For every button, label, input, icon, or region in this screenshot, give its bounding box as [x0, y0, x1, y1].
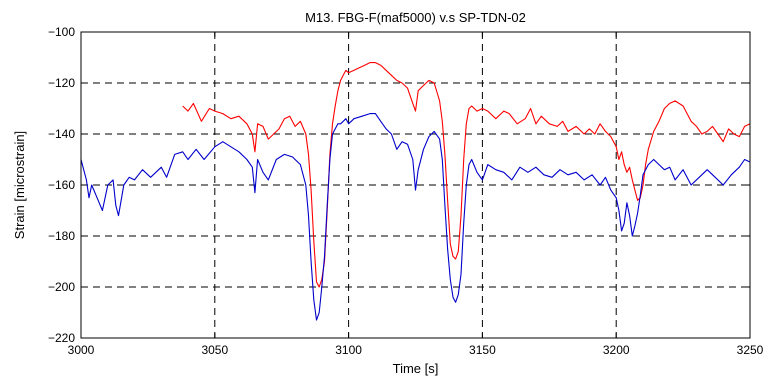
series-line-1: [182, 62, 751, 288]
x-tick-label: 3150: [469, 343, 496, 357]
series-line-2: [80, 113, 751, 321]
y-tick-label: −200: [48, 280, 75, 294]
x-tick-label: 3050: [201, 343, 228, 357]
series-layer: [80, 62, 751, 321]
y-tick-label: −220: [48, 331, 75, 345]
x-tick-label: 3000: [68, 343, 95, 357]
x-tick-label: 3200: [603, 343, 630, 357]
y-tick-label: −120: [48, 76, 75, 90]
chart-title: M13. FBG-F(maf5000) v.s SP-TDN-02: [305, 10, 526, 25]
x-tick-label: 3100: [335, 343, 362, 357]
plot-frame: [80, 31, 751, 339]
y-tick-label: −180: [48, 229, 75, 243]
y-tick-label: −160: [48, 178, 75, 192]
tick-marks: 3000 3050 3100 3150 3200 3250 −100 −120 −140 −160…: [48, 25, 763, 357]
grid-lines: [81, 32, 750, 338]
x-axis-label: Time [s]: [393, 361, 439, 376]
y-axis-label: Strain [microstrain]: [12, 131, 27, 239]
x-tick-label: 3250: [737, 343, 763, 357]
y-tick-label: −140: [48, 127, 75, 141]
y-tick-label: −100: [48, 25, 75, 39]
